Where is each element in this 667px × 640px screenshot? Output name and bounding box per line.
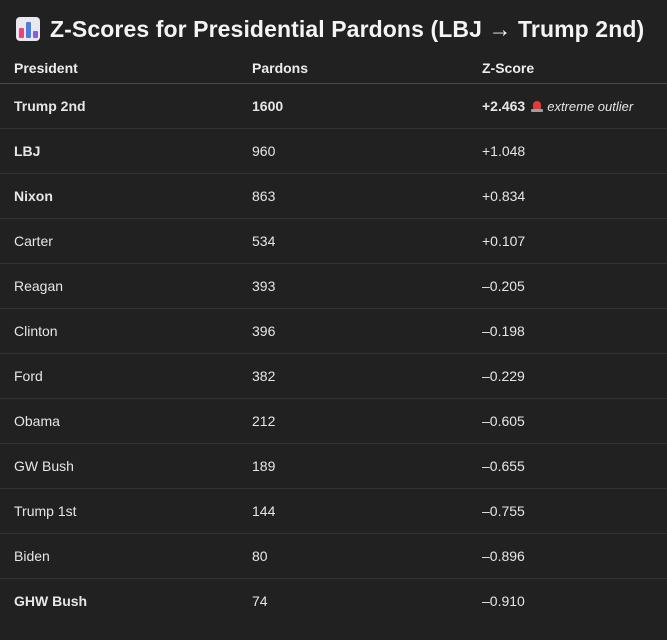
pardons-cell: 960 <box>238 128 468 174</box>
siren-icon <box>531 99 544 113</box>
table-row: Trump 1st 144 –0.755 <box>0 488 667 534</box>
z-score-value: –0.896 <box>482 548 525 564</box>
z-score-cell: –0.198 <box>468 308 667 354</box>
z-score-cell: +0.834 <box>468 173 667 219</box>
president-cell: Biden <box>0 533 238 579</box>
column-header-z-score: Z-Score <box>468 52 667 84</box>
z-score-cell: +0.107 <box>468 218 667 264</box>
page-title: Z-Scores for Presidential Pardons (LBJ →… <box>50 15 645 42</box>
column-header-pardons: Pardons <box>238 52 468 84</box>
z-score-cell: +1.048 <box>468 128 667 174</box>
z-score-value: –0.205 <box>482 278 525 294</box>
table-row: Nixon 863 +0.834 <box>0 173 667 219</box>
z-score-cell: –0.605 <box>468 398 667 444</box>
table-row: GHW Bush 74 –0.910 <box>0 579 667 624</box>
z-score-value: +2.463 <box>482 98 526 114</box>
table-row: Reagan 393 –0.205 <box>0 263 667 309</box>
title-row: Z-Scores for Presidential Pardons (LBJ →… <box>16 12 644 46</box>
table-row: Carter 534 +0.107 <box>0 218 667 264</box>
president-cell: LBJ <box>0 128 238 174</box>
z-score-value: –0.605 <box>482 413 525 429</box>
z-score-cell: +2.463 extreme outlier <box>468 83 667 129</box>
table-row: Obama 212 –0.605 <box>0 398 667 444</box>
president-cell: Reagan <box>0 263 238 309</box>
table-row: GW Bush 189 –0.655 <box>0 443 667 489</box>
pardons-cell: 1600 <box>238 83 468 129</box>
table-row: Clinton 396 –0.198 <box>0 308 667 354</box>
president-cell: GHW Bush <box>14 593 88 609</box>
z-score-cell: –0.910 <box>468 579 667 624</box>
column-header-president: President <box>0 52 238 84</box>
z-score-value: –0.198 <box>482 323 525 339</box>
z-score-value: +1.048 <box>482 143 526 159</box>
z-score-cell: –0.205 <box>468 263 667 309</box>
zscore-table: President Pardons Z-Score Trump 2nd 1600 +… <box>0 52 667 623</box>
z-score-cell: –0.755 <box>468 488 667 534</box>
z-score-value: –0.910 <box>482 593 525 609</box>
z-score-value: +0.834 <box>482 188 526 204</box>
z-score-value: +0.107 <box>482 233 526 249</box>
z-score-value: –0.655 <box>482 458 525 474</box>
z-score-value: –0.229 <box>482 368 525 384</box>
z-score-cell: –0.655 <box>468 443 667 489</box>
pardons-cell: 80 <box>238 533 468 579</box>
president-cell: Trump 2nd <box>0 83 238 129</box>
president-cell: Obama <box>0 398 238 444</box>
pardons-cell: 863 <box>238 173 468 219</box>
table-row: Ford 382 –0.229 <box>0 353 667 399</box>
table-row: Trump 2nd 1600 +2.463 extreme outlier <box>0 83 667 129</box>
z-score-value: –0.755 <box>482 503 525 519</box>
bar-chart-icon <box>16 17 40 41</box>
z-score-cell: –0.229 <box>468 353 667 399</box>
outlier-note: extreme outlier <box>547 99 634 114</box>
president-cell: Trump 1st <box>0 488 238 534</box>
pardons-cell: 74 <box>252 593 268 609</box>
pardons-cell: 382 <box>238 353 468 399</box>
pardons-cell: 189 <box>238 443 468 489</box>
z-score-cell: –0.896 <box>468 533 667 579</box>
president-cell: Clinton <box>0 308 238 354</box>
pardons-cell: 144 <box>238 488 468 534</box>
president-cell: GW Bush <box>0 443 238 489</box>
table-row: LBJ 960 +1.048 <box>0 128 667 174</box>
pardons-cell: 534 <box>238 218 468 264</box>
president-cell: Nixon <box>0 173 238 219</box>
president-cell: Ford <box>0 353 238 399</box>
president-cell: Carter <box>0 218 238 264</box>
table-row: Biden 80 –0.896 <box>0 533 667 579</box>
pardons-cell: 396 <box>238 308 468 354</box>
table-header-row: President Pardons Z-Score <box>0 52 667 84</box>
pardons-cell: 212 <box>238 398 468 444</box>
pardons-cell: 393 <box>238 263 468 309</box>
